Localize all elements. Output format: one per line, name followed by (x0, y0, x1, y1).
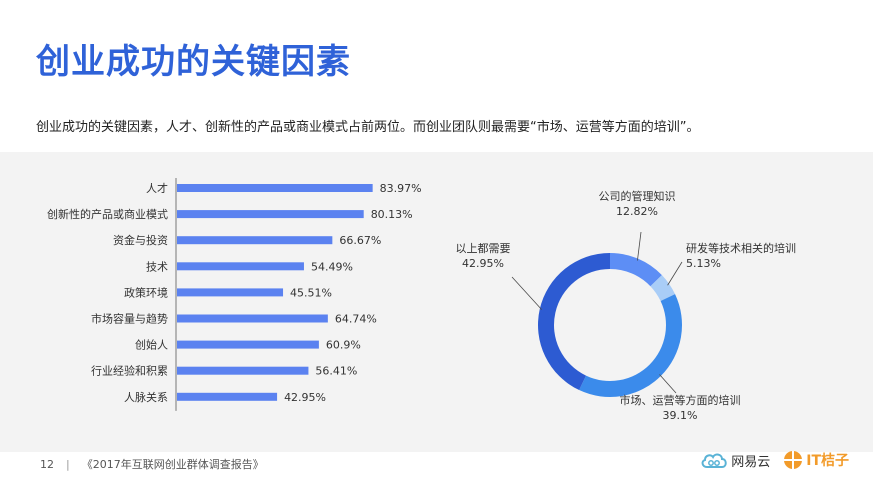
bar-category-label: 创新性的产品或商业模式 (47, 207, 168, 221)
donut-leader-line (511, 276, 543, 310)
orange-ball-icon (784, 451, 803, 469)
footer: 12 | 《2017年互联网创业群体调查报告》 (40, 456, 264, 472)
bar (177, 288, 284, 297)
netease-cloud-logo: 网易云 (700, 451, 770, 470)
donut-chart: 公司的管理知识 12.82% 研发等技术相关的培训 5.13% 市场、运营等方面的培训 3… (456, 189, 797, 422)
bar-value-label: 66.67% (339, 234, 381, 247)
donut-value-label: 12.82% (616, 205, 658, 218)
bar-category-label: 政策环境 (124, 285, 168, 299)
page-number: 12 (40, 458, 54, 471)
netease-cloud-logo-text: 网易云 (731, 454, 771, 470)
donut-leader-line (659, 374, 677, 394)
bar (177, 236, 333, 245)
bar (177, 392, 278, 401)
donut-value-label: 42.95% (462, 257, 504, 270)
donut-value-label: 39.1% (663, 409, 698, 422)
bar (177, 314, 328, 323)
donut-slice (650, 275, 676, 301)
bar (177, 184, 373, 192)
footer-separator: | (66, 458, 70, 471)
bar-value-label: 60.9% (326, 339, 361, 352)
bar (177, 366, 309, 375)
donut-slice (610, 253, 662, 287)
itjuzi-logo: IT桔子 (784, 450, 849, 470)
bar (177, 262, 304, 271)
bar-category-label: 技术 (146, 260, 168, 273)
donut-category-label: 以上都需要 (456, 242, 511, 255)
bar-category-label: 市场容量与趋势 (91, 312, 168, 326)
bar-value-label: 45.51% (290, 286, 332, 299)
bar-category-label: 人才 (146, 181, 168, 195)
bar (177, 210, 364, 219)
donut-leader-line (637, 231, 642, 261)
report-name: 《2017年互联网创业群体调查报告》 (81, 458, 264, 471)
donut-value-label: 5.13% (686, 257, 721, 270)
itjuzi-logo-text: IT桔子 (806, 453, 849, 469)
page-title: 创业成功的关键因素 (36, 42, 351, 82)
donut-category-label: 公司的管理知识 (599, 189, 676, 203)
bar-value-label: 80.13% (371, 208, 413, 221)
donut-category-label: 研发等技术相关的培训 (686, 241, 796, 255)
donut-slice (538, 253, 610, 391)
bar-category-label: 创始人 (135, 338, 168, 352)
bar-category-label: 行业经验和积累 (91, 364, 168, 378)
bar-value-label: 42.95% (284, 391, 326, 404)
bar-value-label: 54.49% (311, 260, 353, 273)
page-subtitle: 创业成功的关键因素，人才、创新性的产品或商业模式占前两位。而创业团队则最需要“市… (36, 120, 700, 135)
bar-value-label: 64.74% (335, 313, 377, 326)
logos: 网易云 IT桔子 (686, 450, 849, 470)
bar-category-label: 资金与投资 (113, 233, 168, 247)
bar-chart: 人才 83.97% 创新性的产品或商业模式 80.13% 资金与投资 66.67% 技术 54… (47, 178, 422, 411)
bar-value-label: 56.41% (315, 365, 357, 378)
cloud-icon (701, 453, 727, 468)
bar-value-label: 83.97% (380, 182, 422, 195)
donut-category-label: 市场、运营等方面的培训 (620, 393, 741, 407)
bar-category-label: 人脉关系 (124, 390, 168, 404)
donut-slice (579, 294, 682, 397)
chart-panel (0, 152, 873, 452)
donut-leader-line (667, 261, 683, 286)
bar (177, 340, 319, 349)
